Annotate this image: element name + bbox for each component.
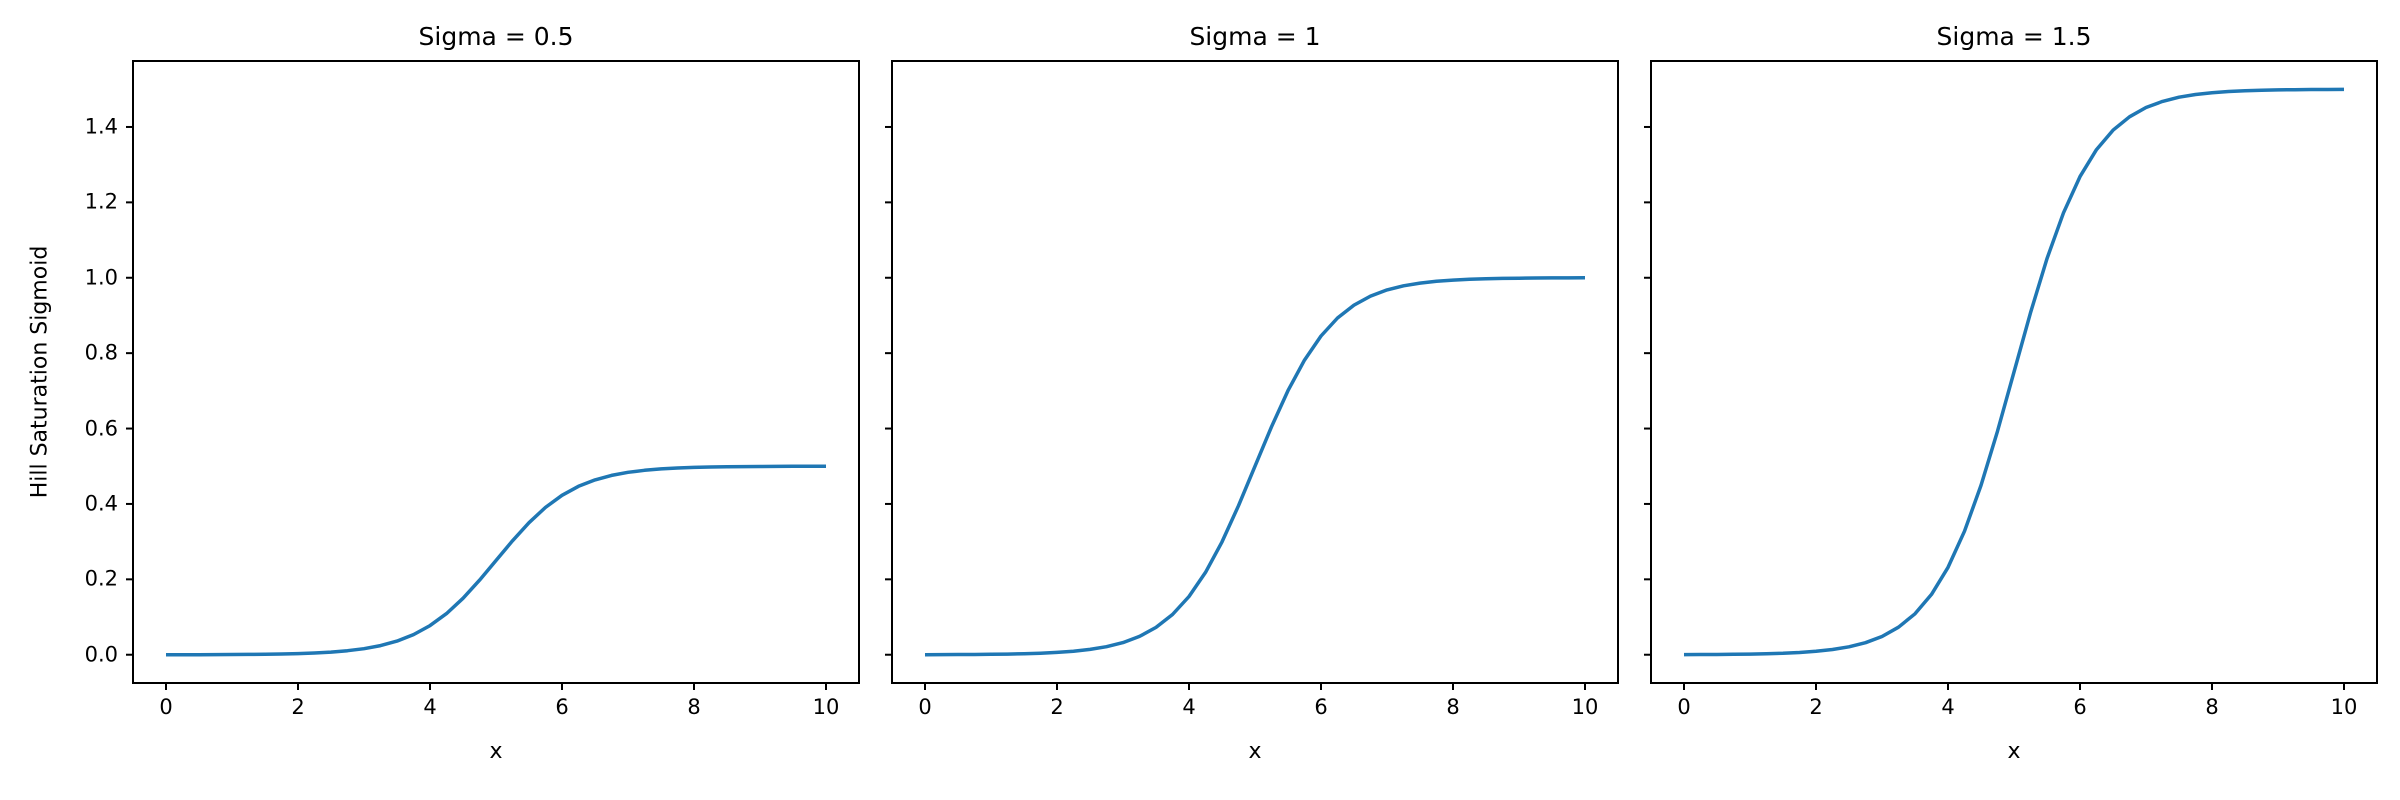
subplot-title-sigma-1: Sigma = 1 bbox=[1189, 22, 1321, 51]
sigmoid-curve bbox=[924, 276, 1586, 657]
x-axis-label-1: x bbox=[489, 739, 503, 764]
y-tick-label: 1.4 bbox=[84, 114, 118, 139]
x-tick-label: 4 bbox=[423, 695, 437, 719]
x-tick-label: 4 bbox=[1182, 695, 1196, 719]
x-tick-label: 2 bbox=[291, 695, 305, 719]
axes-sigma-1 bbox=[885, 60, 1619, 690]
subplot-title-sigma-0-5: Sigma = 0.5 bbox=[418, 22, 574, 51]
x-tick-label: 8 bbox=[687, 695, 701, 719]
x-tick-label: 8 bbox=[2205, 695, 2219, 719]
axes-frame bbox=[891, 60, 1619, 684]
y-tick-label: 0.2 bbox=[84, 566, 118, 591]
axes-frame bbox=[132, 60, 860, 684]
x-tick-label: 6 bbox=[1314, 695, 1328, 719]
x-tick-label: 4 bbox=[1941, 695, 1955, 719]
subplot-title-sigma-1-5: Sigma = 1.5 bbox=[1936, 22, 2092, 51]
y-tick-label: 1.0 bbox=[84, 265, 118, 290]
x-axis-label-3: x bbox=[2007, 739, 2021, 764]
y-tick-label: 0.4 bbox=[84, 491, 118, 516]
axes-frame bbox=[1650, 60, 2378, 684]
x-tick-label: 10 bbox=[2330, 695, 2358, 719]
y-tick-label: 0.0 bbox=[84, 642, 118, 667]
sigmoid-curve bbox=[166, 464, 826, 657]
line-plot-0 bbox=[126, 60, 860, 690]
x-tick-label: 2 bbox=[1050, 695, 1064, 719]
x-tick-label: 10 bbox=[812, 695, 840, 719]
axes-sigma-1-5 bbox=[1644, 60, 2378, 690]
x-tick-label: 2 bbox=[1809, 695, 1823, 719]
x-tick-label: 6 bbox=[2073, 695, 2087, 719]
sigmoid-curve bbox=[1683, 87, 2345, 657]
x-tick-label: 0 bbox=[1677, 695, 1691, 719]
line-plot-2 bbox=[1644, 60, 2378, 690]
x-tick-label: 0 bbox=[918, 695, 932, 719]
y-tick-label: 0.6 bbox=[84, 416, 118, 441]
x-tick-label: 8 bbox=[1446, 695, 1460, 719]
x-tick-label: 0 bbox=[159, 695, 173, 719]
y-tick-label: 0.8 bbox=[84, 340, 118, 365]
x-axis-label-2: x bbox=[1248, 739, 1262, 764]
x-tick-label: 10 bbox=[1571, 695, 1599, 719]
y-tick-label: 1.2 bbox=[84, 189, 118, 214]
x-tick-label: 6 bbox=[555, 695, 569, 719]
line-plot-1 bbox=[885, 60, 1619, 690]
axes-sigma-0-5 bbox=[126, 60, 860, 690]
y-axis-label: Hill Saturation Sigmoid bbox=[27, 245, 53, 499]
